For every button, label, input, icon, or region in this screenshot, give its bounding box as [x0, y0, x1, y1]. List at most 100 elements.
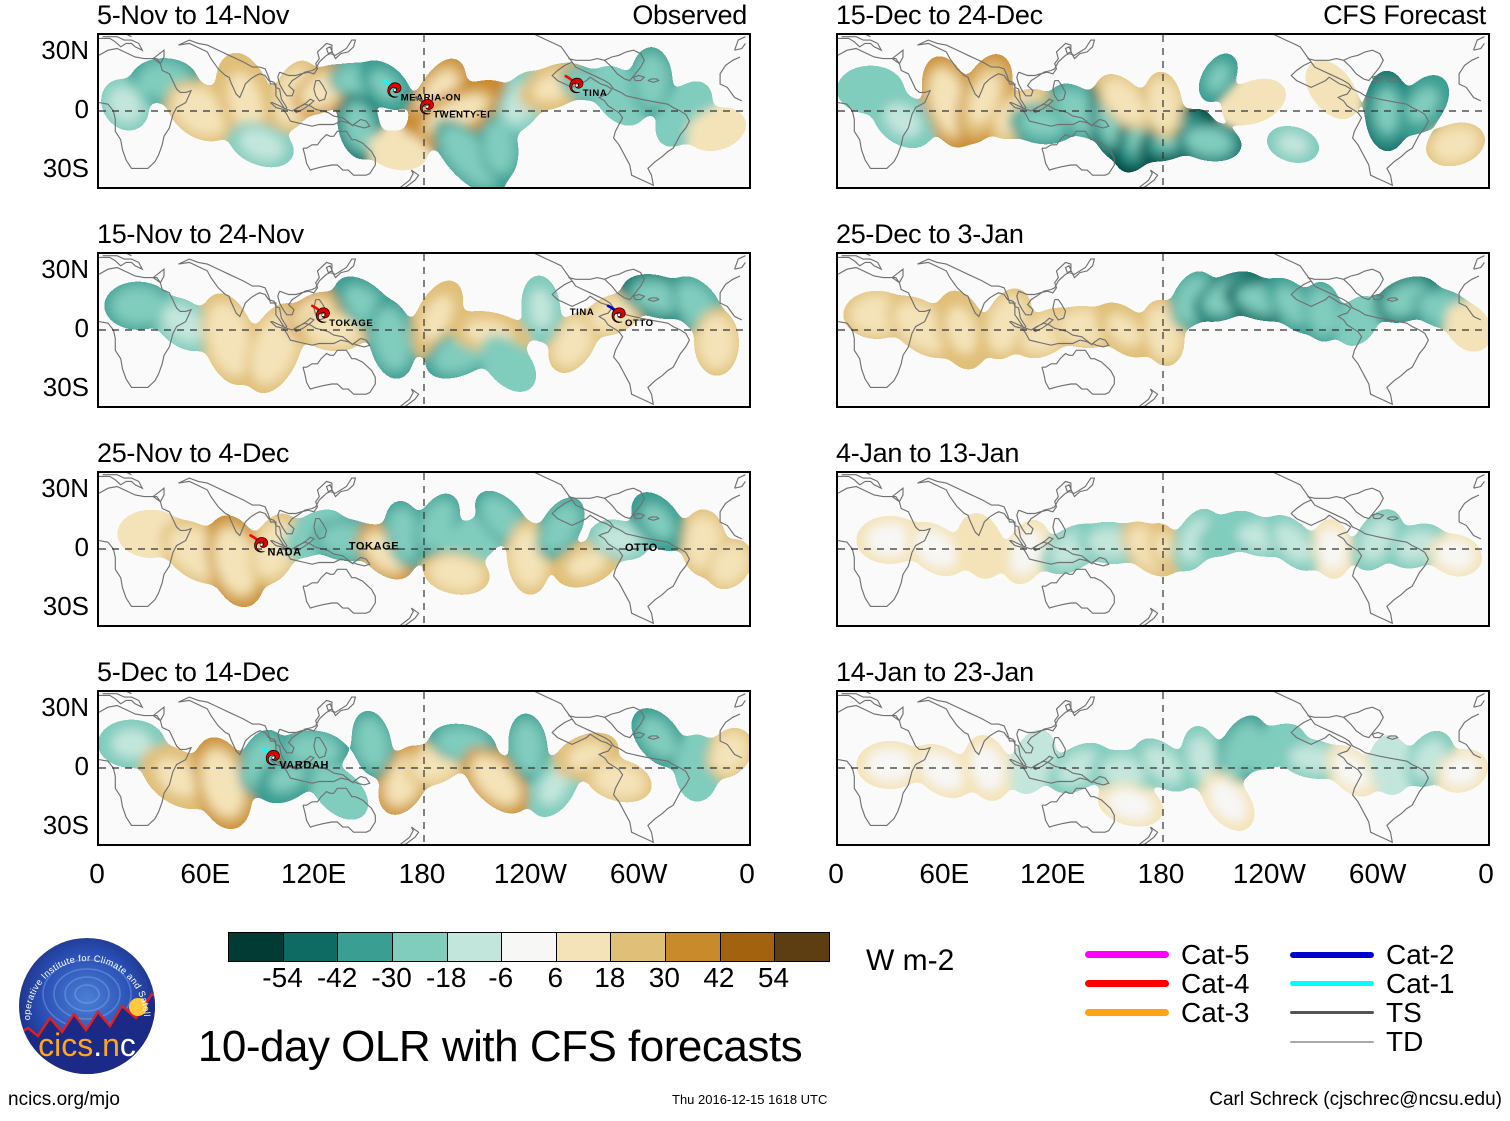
legend-item-cat-5: Cat-5	[1085, 940, 1249, 969]
colorbar-swatches	[228, 932, 830, 962]
storm-label: TOKAGE	[329, 318, 373, 329]
footer-author[interactable]: Carl Schreck (cjschrec@ncsu.edu)	[1209, 1089, 1502, 1110]
legend-swatch-cat-3	[1085, 1009, 1169, 1016]
colorbar-swatch-1	[283, 933, 339, 961]
panel-x-ticks	[97, 187, 747, 195]
x-tick-0: 0	[89, 858, 105, 889]
panel-title-cfs-1: 15-Dec to 24-Dec	[836, 0, 1043, 30]
panel-title-obs-3: 25-Nov to 4-Dec	[97, 438, 290, 468]
y-tick-0: 0	[74, 313, 89, 343]
panel-x-ticks	[97, 406, 747, 414]
panel-x-ticks	[836, 187, 1486, 195]
map-panel-cfs-4	[836, 690, 1490, 846]
y-tick-30N: 30N	[41, 692, 89, 723]
colorbar-swatch-5	[502, 933, 557, 961]
x-tick-120W: 120W	[493, 858, 567, 889]
storm-label: TINA	[570, 307, 595, 318]
x-tick-120W: 120W	[1232, 858, 1306, 889]
map-panel-cfs-1	[836, 33, 1490, 189]
colorbar-tick-18: 18	[594, 962, 626, 993]
storm-label: MEARIA-ON	[401, 93, 461, 104]
legend-swatch-ts	[1290, 1011, 1374, 1014]
legend-label: Cat-5	[1181, 938, 1250, 970]
cics-nc-logo: Cooperative Institute for Climate and Sa…	[8, 924, 162, 1080]
x-tick-60W: 60W	[1348, 858, 1407, 889]
legend-label: Cat-3	[1181, 996, 1250, 1028]
y-tick-30N: 30N	[41, 254, 89, 285]
colorbar-swatch-10	[775, 933, 830, 961]
panel-title-cfs-3: 4-Jan to 13-Jan	[836, 438, 1020, 468]
x-axis-left: 0 60E 120E 180 120W 60W 0	[89, 858, 755, 894]
x-axis-right: 0 60E 120E 180 120W 60W 0	[828, 858, 1494, 894]
y-tick-30N: 30N	[41, 473, 89, 504]
legend-item-td: TD	[1290, 1027, 1454, 1056]
colorbar-tick-6: 6	[547, 962, 564, 993]
legend-swatch-cat-5	[1085, 951, 1169, 958]
x-tick-0: 0	[1478, 858, 1494, 889]
storm-label: NADA	[268, 546, 302, 558]
panel-x-ticks	[836, 625, 1486, 633]
column-header-right: CFS Forecast	[1323, 0, 1486, 30]
storm-label: OTTO	[625, 542, 658, 554]
colorbar: -54 -42 -30 -18 -6 6 18 30 42 54	[228, 932, 830, 998]
x-tick-120E: 120E	[280, 858, 347, 889]
panel-x-ticks	[836, 406, 1486, 414]
colorbar-tick--6: -6	[488, 962, 514, 993]
figure-title: 10-day OLR with CFS forecasts	[197, 1022, 803, 1071]
y-tick-30S: 30S	[42, 590, 89, 621]
storm-label: TWENTY-EI	[433, 109, 490, 120]
legend-label: TS	[1386, 996, 1422, 1028]
map-panel-cfs-2	[836, 252, 1490, 408]
map-panel-obs-4: VARDAH	[97, 690, 751, 846]
colorbar-tick--54: -54	[262, 962, 303, 993]
storm-label: VARDAH	[279, 759, 329, 771]
storm-label: OTTO	[625, 318, 654, 329]
colorbar-tick--30: -30	[371, 962, 412, 993]
x-tick-180: 180	[398, 858, 446, 889]
colorbar-swatch-2	[338, 933, 393, 961]
x-tick-0: 0	[828, 858, 844, 889]
legend-label: Cat-4	[1181, 967, 1250, 999]
legend-swatch-cat-4	[1085, 980, 1169, 987]
panel-grid: 5-Nov to 14-Nov Observed MEARIA-ON TWENTY…	[41, 0, 1493, 888]
x-tick-0: 0	[739, 858, 755, 889]
y-tick-0: 0	[74, 94, 89, 124]
storm-label: TOKAGE	[349, 540, 399, 552]
colorbar-units-label: W m-2	[866, 944, 955, 977]
x-tick-180: 180	[1137, 858, 1185, 889]
y-tick-0: 0	[74, 532, 89, 562]
legend-column-right: Cat-2 Cat-1 TS TD	[1290, 940, 1454, 1056]
footer-site-link[interactable]: ncics.org/mjo	[8, 1089, 120, 1110]
colorbar-swatch-4	[447, 933, 503, 961]
legend-item-ts: TS	[1290, 998, 1454, 1027]
legend-item-cat-3: Cat-3	[1085, 998, 1249, 1027]
legend-label: Cat-1	[1386, 967, 1455, 999]
map-panel-obs-2: TOKAGE TINA OTTO	[97, 252, 751, 408]
y-tick-30S: 30S	[42, 152, 89, 183]
y-tick-30S: 30S	[42, 371, 89, 402]
legend-item-cat-4: Cat-4	[1085, 969, 1249, 998]
colorbar-tick-labels: -54 -42 -30 -18 -6 6 18 30 42 54	[228, 962, 828, 998]
map-panel-cfs-3	[836, 471, 1490, 627]
storm-label: TINA	[583, 88, 608, 99]
legend-label: TD	[1386, 1025, 1424, 1057]
logo-wordmark: cics.nc	[38, 1027, 136, 1063]
panel-x-ticks	[97, 844, 747, 852]
panel-title-cfs-4: 14-Jan to 23-Jan	[836, 657, 1034, 687]
panel-title-obs-1: 5-Nov to 14-Nov	[97, 0, 290, 30]
colorbar-tick-42: 42	[703, 962, 735, 993]
y-tick-0: 0	[74, 751, 89, 781]
legend-label: Cat-2	[1386, 938, 1455, 970]
colorbar-swatch-0	[229, 933, 284, 961]
legend-swatch-cat-1	[1290, 981, 1374, 986]
colorbar-swatch-6	[556, 933, 612, 961]
y-tick-30S: 30S	[42, 809, 89, 840]
colorbar-tick--42: -42	[316, 962, 358, 993]
footer-timestamp: Thu 2016-12-15 1618 UTC	[672, 1092, 828, 1107]
panel-title-obs-2: 15-Nov to 24-Nov	[97, 219, 304, 249]
colorbar-swatch-9	[720, 933, 776, 961]
colorbar-tick--18: -18	[425, 962, 467, 993]
legend-column-left: Cat-5 Cat-4 Cat-3	[1085, 940, 1249, 1027]
colorbar-tick-54: 54	[757, 962, 790, 993]
colorbar-swatch-8	[666, 933, 721, 961]
